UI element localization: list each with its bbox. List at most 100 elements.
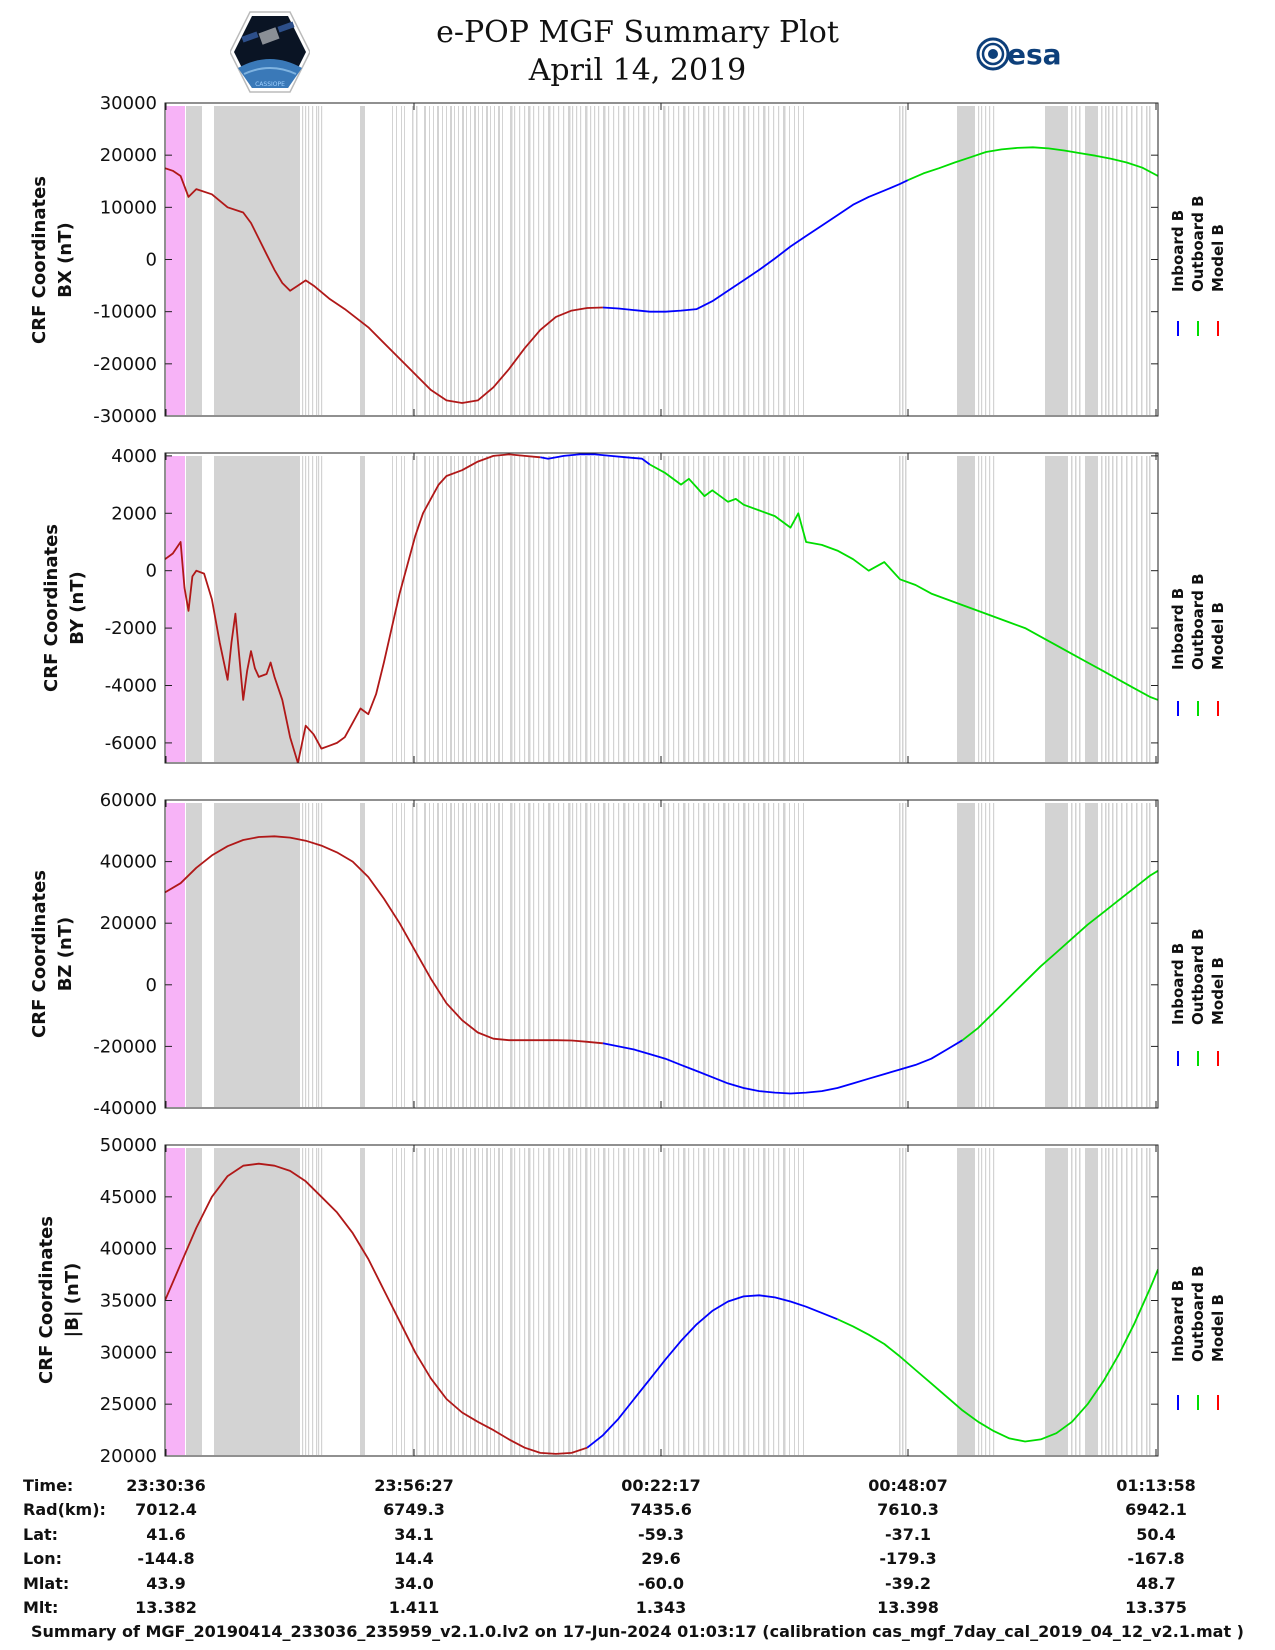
data-gap-band [392, 1148, 393, 1455]
data-gap-band [993, 106, 995, 415]
data-gap-band [1131, 1148, 1133, 1455]
data-gap-bands [166, 456, 1151, 762]
data-gap-band [248, 1148, 300, 1455]
data-gap-band [623, 106, 626, 415]
eph-cell: 34.1 [394, 1525, 433, 1544]
y-tick-label: 30000 [100, 1342, 157, 1363]
eph-cell: 23:56:27 [374, 1476, 454, 1495]
data-gap-band [486, 1148, 488, 1455]
data-gap-band [450, 803, 452, 1107]
y-tick-label: 40000 [100, 852, 157, 873]
data-gap-band [486, 106, 488, 415]
data-gap-band [778, 1148, 780, 1455]
data-gap-band [486, 456, 488, 762]
data-gap-band [648, 106, 650, 415]
data-gap-band [538, 1148, 540, 1455]
data-gap-band [638, 1148, 640, 1455]
bmag-ylabel-line-2: |B| (nT) [62, 1263, 83, 1338]
data-gap-band [905, 1148, 907, 1455]
series-line-model [165, 453, 541, 763]
data-gap-band [416, 456, 418, 762]
data-gap-band [683, 1148, 686, 1455]
data-gap-band [590, 803, 592, 1107]
data-gap-band [524, 1148, 526, 1455]
data-gap-band [608, 803, 610, 1107]
data-gap-band [693, 106, 695, 415]
data-gap-band [643, 803, 646, 1107]
calibration-band [166, 803, 185, 1107]
data-gap-band [648, 456, 650, 762]
data-gap-band [618, 803, 620, 1107]
data-gap-band [1101, 1148, 1103, 1455]
data-gap-band [993, 803, 995, 1107]
data-gap-band [308, 803, 310, 1107]
legend-model: Model B [1209, 957, 1227, 1025]
data-gap-band [1141, 106, 1143, 415]
data-gap-band [748, 803, 750, 1107]
eph-cell: -59.3 [638, 1525, 684, 1544]
data-gap-band [466, 803, 467, 1107]
data-gap-band [653, 106, 655, 415]
eph-cell: 01:13:58 [1116, 1476, 1196, 1495]
data-gap-band [688, 803, 690, 1107]
eph-cell: 7435.6 [630, 1500, 692, 1519]
data-gap-band [633, 1148, 635, 1455]
data-gap-bands [166, 106, 1151, 415]
data-gap-band [763, 1148, 766, 1455]
data-gap-band [1136, 1148, 1138, 1455]
data-gap-band [1045, 1148, 1068, 1455]
data-gap-band [794, 106, 795, 415]
data-gap-band [312, 456, 314, 762]
data-gap-band [668, 803, 670, 1107]
data-gap-band [758, 1148, 760, 1455]
data-gap-band [502, 803, 503, 1107]
calibration-band [166, 1148, 185, 1455]
data-gap-band [628, 1148, 630, 1455]
data-gap-band [528, 803, 531, 1107]
data-gap-band [902, 1148, 904, 1455]
data-gap-band [519, 456, 521, 762]
data-gap-band [683, 106, 686, 415]
data-gap-band [305, 106, 307, 415]
data-gap-band [396, 803, 397, 1107]
data-gap-band [412, 803, 414, 1107]
data-gap-band [748, 1148, 750, 1455]
data-gap-band [360, 456, 365, 762]
data-gap-band [558, 803, 560, 1107]
data-gap-band [490, 456, 491, 762]
data-gap-band [576, 803, 578, 1107]
data-gap-band [392, 106, 393, 415]
legend-inboard: Inboard B [1169, 1280, 1187, 1362]
data-gap-band [763, 456, 766, 762]
data-gap-band [1108, 106, 1110, 415]
data-gap-band [1121, 1148, 1123, 1455]
series-line-model [165, 1162, 588, 1455]
data-gap-band [543, 106, 545, 415]
data-gap-band [758, 456, 760, 762]
data-gap-band [519, 1148, 521, 1455]
data-gap-band [738, 1148, 740, 1455]
data-gap-band [498, 803, 500, 1107]
eph-cell: 34.0 [394, 1574, 433, 1593]
bmag-axes: 50000 45000 40000 35000 30000 25000 20000 [100, 1135, 1159, 1467]
panel-b-magnitude: 50000 45000 40000 35000 30000 25000 20000 CRF … [36, 1135, 1159, 1467]
data-gap-band [502, 106, 503, 415]
eph-label-rad: Rad(km): [23, 1500, 106, 1519]
data-gap-band [572, 1148, 574, 1455]
data-gap-band [673, 456, 675, 762]
data-gap-band [708, 1148, 710, 1455]
data-gap-band [594, 1148, 596, 1455]
data-gap-band [482, 1148, 483, 1455]
data-gap-band [978, 106, 980, 415]
data-gap-band [989, 803, 991, 1107]
data-gap-band [1108, 803, 1110, 1107]
data-gap-band [470, 803, 471, 1107]
by-axes: 4000 2000 0 -2000 -4000 -6000 [105, 446, 1159, 764]
data-gap-band [768, 106, 770, 415]
data-gap-band [186, 456, 202, 762]
y-tick-label: -6000 [105, 733, 157, 754]
data-gap-band [412, 456, 414, 762]
data-gap-band [580, 106, 582, 415]
data-gap-band [743, 456, 746, 762]
data-gap-band [494, 1148, 495, 1455]
